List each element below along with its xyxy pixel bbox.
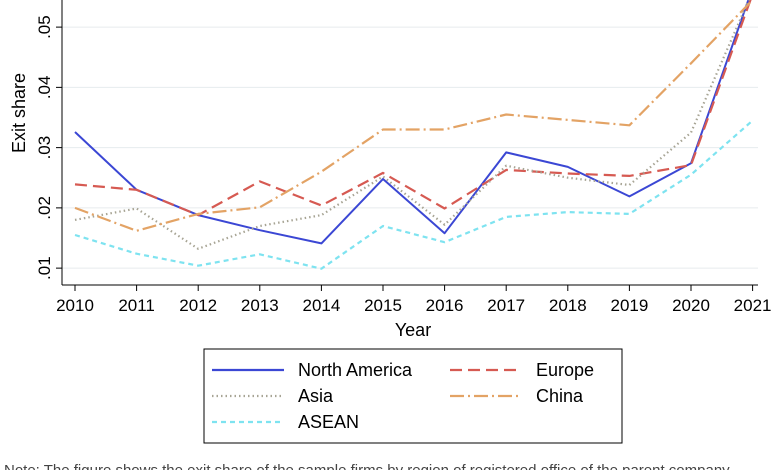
x-tick-label: 2016	[426, 296, 464, 315]
x-tick-label: 2015	[364, 296, 402, 315]
y-tick-label: .01	[35, 256, 54, 280]
x-tick-label: 2019	[610, 296, 648, 315]
legend: North America Europe Asia China ASEAN	[203, 348, 623, 444]
series-line-china	[74, 0, 754, 232]
legend-label: North America	[298, 360, 413, 380]
legend-label: ASEAN	[298, 412, 359, 432]
x-tick-label: 2012	[179, 296, 217, 315]
tick-labels: .01 .02 .03 .04 .05 2010 2011 2012 2013 2014 2015 2…	[35, 15, 772, 315]
series-lines	[74, 0, 754, 270]
y-axis-title: Exit share	[9, 73, 29, 153]
x-tick-label: 2021	[734, 296, 772, 315]
y-tick-label: .02	[35, 196, 54, 220]
x-tick-label: 2011	[118, 296, 155, 315]
x-axis-title: Year	[395, 320, 431, 340]
axes	[61, 0, 758, 291]
note-caption: Note: The figure shows the exit share of…	[4, 462, 730, 470]
legend-box	[203, 348, 623, 444]
legend-label: Asia	[298, 386, 334, 406]
series-line-europe	[74, 0, 752, 217]
y-tick-label: .03	[35, 136, 54, 160]
y-tick-label: .04	[35, 76, 54, 100]
series-line-asia	[74, 0, 750, 250]
x-tick-label: 2013	[241, 296, 279, 315]
legend-label: China	[536, 386, 584, 406]
x-tick-label: 2017	[487, 296, 525, 315]
x-tick-label: 2010	[56, 296, 94, 315]
x-tick-label: 2014	[302, 296, 340, 315]
x-tick-label: 2020	[672, 296, 710, 315]
x-tick-label: 2018	[549, 296, 587, 315]
y-tick-label: .05	[35, 15, 54, 39]
series-line-asean	[74, 119, 754, 270]
series-line-north-america	[74, 0, 750, 245]
legend-label: Europe	[536, 360, 594, 380]
